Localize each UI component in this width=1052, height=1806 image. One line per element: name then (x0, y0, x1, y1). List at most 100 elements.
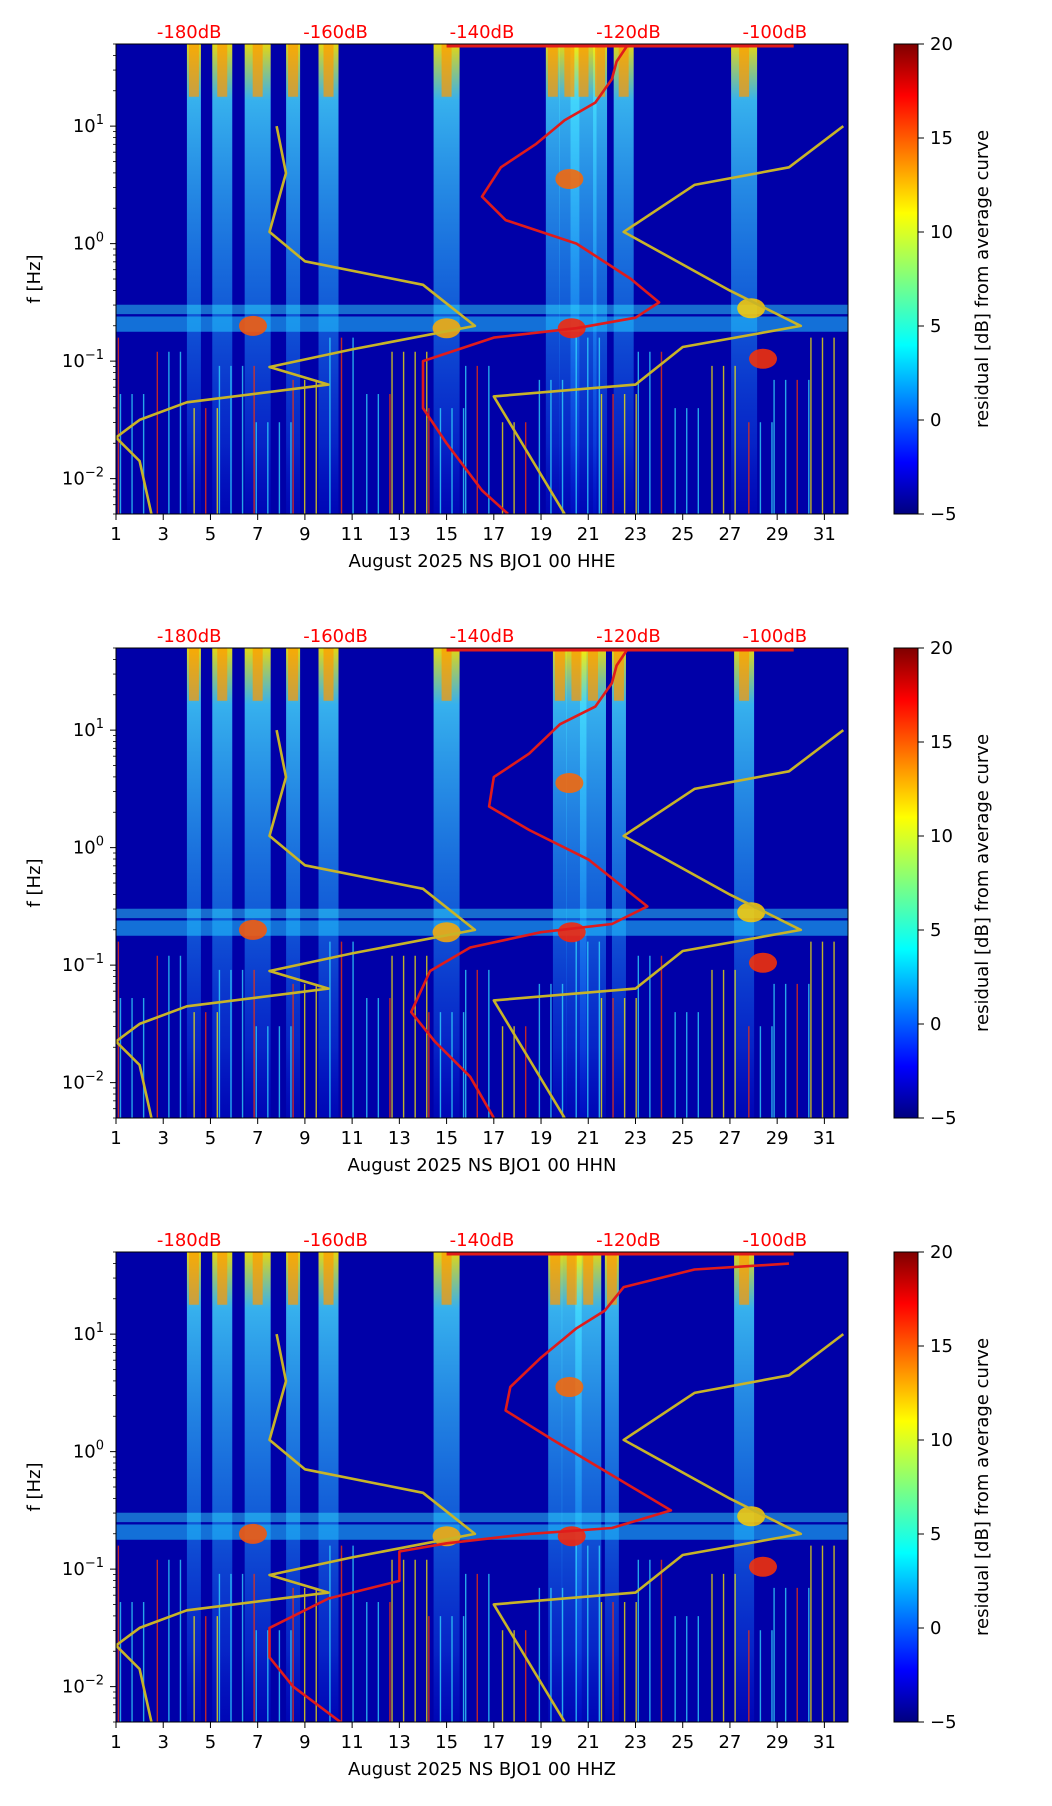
hot-spot (748, 1556, 777, 1577)
noise-band (318, 1252, 339, 1722)
high-freq-burst (217, 44, 228, 97)
noise-band (318, 648, 339, 1118)
colorbar-tick-label: −5 (930, 1712, 957, 1733)
high-freq-burst (554, 648, 565, 701)
colorbar-label: residual [dB] from average curve (972, 1338, 993, 1636)
hot-spot (557, 922, 586, 943)
high-freq-burst (739, 648, 750, 701)
noise-band (734, 648, 755, 1118)
colorbar-tick-label: −5 (930, 504, 957, 525)
db-scale-label: -140dB (450, 1230, 515, 1251)
noise-band (548, 1252, 563, 1722)
high-freq-burst (564, 44, 575, 97)
spectrogram-area (116, 44, 848, 514)
x-tick-label: 21 (577, 1128, 600, 1149)
db-scale-label: -180dB (157, 22, 222, 43)
high-freq-burst (323, 1252, 334, 1305)
y-tick-label: 10−2 (62, 1070, 104, 1094)
x-tick-label: 9 (299, 524, 310, 545)
x-axis-label: August 2025 NS BJO1 00 HHE (349, 551, 616, 572)
high-freq-burst (739, 44, 750, 97)
hot-spot (555, 773, 584, 794)
high-freq-burst (441, 44, 452, 97)
x-tick-label: 3 (157, 1732, 168, 1753)
high-freq-burst (566, 1252, 577, 1305)
high-freq-burst (323, 44, 334, 97)
x-tick-label: 23 (624, 1732, 647, 1753)
spectrogram-background (116, 44, 848, 514)
y-tick-label: 100 (73, 835, 104, 859)
hot-spot (748, 348, 777, 369)
high-freq-burst (252, 648, 263, 701)
colorbar-tick-label: 0 (930, 410, 941, 431)
db-scale-label: -120dB (596, 22, 661, 43)
x-tick-label: 29 (766, 1128, 789, 1149)
x-tick-label: 5 (205, 1128, 216, 1149)
x-tick-label: 11 (341, 1128, 364, 1149)
high-freq-burst (739, 1252, 750, 1305)
noise-band (212, 44, 233, 514)
average-psd-curve (409, 648, 649, 1118)
x-tick-label: 11 (341, 1732, 364, 1753)
db-scale-label: -180dB (157, 1230, 222, 1251)
x-tick-label: 3 (157, 524, 168, 545)
colorbar (893, 43, 919, 515)
y-tick-label: 101 (73, 1321, 104, 1345)
db-scale-label: -160dB (303, 626, 368, 647)
db-scale-label: -140dB (450, 626, 515, 647)
db-scale-label: -100dB (742, 22, 807, 43)
x-tick-label: 17 (482, 1128, 505, 1149)
high-freq-burst (613, 648, 624, 701)
x-tick-label: 21 (577, 524, 600, 545)
hot-spot (748, 952, 777, 973)
db-scale-label: -100dB (742, 626, 807, 647)
x-tick-label: 13 (388, 524, 411, 545)
microseism-band-upper (116, 908, 848, 919)
high-freq-burst (547, 44, 558, 97)
noise-band (212, 648, 233, 1118)
reference-curve-low (116, 125, 477, 514)
high-freq-burst (595, 44, 606, 97)
noise-band (604, 1252, 619, 1722)
microseism-band-upper (116, 1512, 848, 1523)
high-freq-burst (188, 44, 199, 97)
noise-band (244, 648, 271, 1118)
y-tick-label: 10−1 (62, 1556, 104, 1580)
microseism-band-upper (116, 304, 848, 315)
noise-band (552, 648, 567, 1118)
x-tick-label: 21 (577, 1732, 600, 1753)
x-tick-label: 19 (530, 1128, 553, 1149)
x-tick-label: 7 (252, 1128, 263, 1149)
x-tick-label: 15 (435, 1732, 458, 1753)
high-freq-burst (441, 1252, 452, 1305)
x-tick-label: 27 (718, 1732, 741, 1753)
x-tick-label: 13 (388, 1128, 411, 1149)
high-freq-burst (606, 1252, 617, 1305)
noise-band (433, 44, 460, 514)
noise-band (286, 648, 301, 1118)
colorbar-tick-label: 15 (930, 128, 953, 149)
y-tick-label: 10−1 (62, 952, 104, 976)
high-freq-burst (188, 648, 199, 701)
noise-band (244, 1252, 271, 1722)
spectrogram-background (116, 1252, 848, 1722)
colorbar-tick-label: −5 (930, 1108, 957, 1129)
reference-curve-high (492, 729, 845, 1118)
colorbar-tick-label: 20 (930, 1242, 953, 1263)
colorbar-tick-label: 20 (930, 34, 953, 55)
x-tick-label: 23 (624, 1128, 647, 1149)
x-tick-label: 1 (110, 524, 121, 545)
colorbar-tick-label: 15 (930, 1336, 953, 1357)
high-freq-burst (571, 648, 582, 701)
noise-band (593, 44, 608, 514)
microseism-band (116, 316, 848, 332)
noise-band (734, 1252, 755, 1722)
reference-curve-high (492, 1333, 845, 1722)
x-tick-label: 19 (530, 524, 553, 545)
high-freq-burst (618, 44, 629, 97)
x-tick-label: 13 (388, 1732, 411, 1753)
x-tick-label: 29 (766, 524, 789, 545)
